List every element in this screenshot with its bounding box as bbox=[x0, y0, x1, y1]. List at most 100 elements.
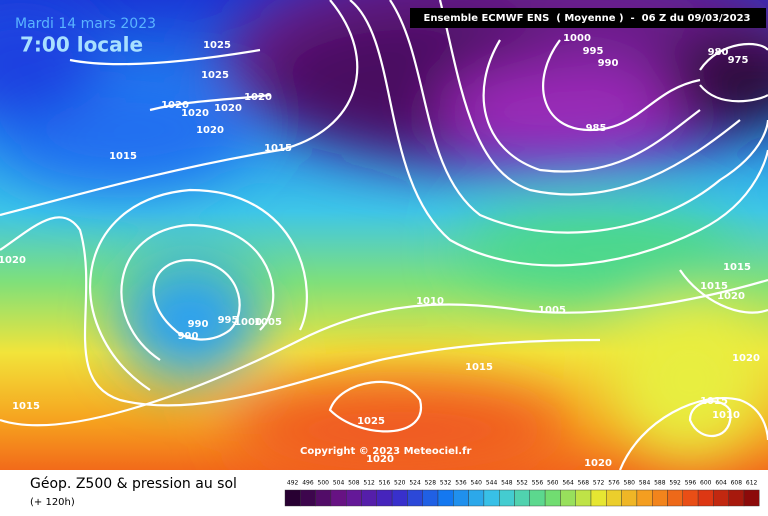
colorbar-label: 600 bbox=[700, 480, 712, 487]
colorbar-cell bbox=[606, 489, 622, 507]
colorbar-cell bbox=[346, 489, 362, 507]
isobar-label: 1010 bbox=[416, 296, 444, 307]
date: Mardi 14 mars 2023 bbox=[15, 16, 156, 32]
colorbar-cell bbox=[514, 489, 531, 507]
isobar-label: 975 bbox=[728, 55, 749, 66]
colorbar-label: 572 bbox=[593, 480, 605, 487]
colorbar-cell bbox=[407, 489, 423, 507]
field bbox=[0, 0, 768, 480]
isobar-label: 995 bbox=[583, 46, 604, 57]
isobar-label: 1015 bbox=[723, 262, 751, 273]
isobar-label: 1020 bbox=[214, 103, 242, 114]
colorbar-label: 548 bbox=[501, 480, 513, 487]
model: Ensemble ECMWF ENS ( Moyenne ) - 06 Z du… bbox=[424, 13, 751, 24]
colorbar: 492 496 500 504 508 512 516 520 524 528 532 536 540 5… bbox=[284, 480, 760, 507]
colorbar-label: 496 bbox=[302, 480, 314, 487]
colorbar-label: 580 bbox=[624, 480, 636, 487]
isobar-label: 1015 bbox=[700, 396, 728, 407]
isobar-label: 1020 bbox=[584, 458, 612, 469]
colorbar-label: 508 bbox=[348, 480, 360, 487]
isobar-label: 990 bbox=[188, 319, 209, 330]
colorbar-label: 612 bbox=[746, 480, 758, 487]
colorbar-cell bbox=[468, 489, 485, 507]
colorbar-cell bbox=[667, 489, 684, 507]
colorbar-cell bbox=[652, 489, 668, 507]
colorbar-label: 544 bbox=[486, 480, 498, 487]
colorbar-label: 584 bbox=[639, 480, 651, 487]
colorbar-label: 536 bbox=[455, 480, 467, 487]
colorbar-cell bbox=[636, 489, 653, 507]
colorbar-cell bbox=[697, 489, 714, 507]
isobar-label: 1020 bbox=[181, 108, 209, 119]
colorbar-cell bbox=[376, 489, 393, 507]
colorbar-label: 588 bbox=[654, 480, 666, 487]
colorbar-cell bbox=[544, 489, 561, 507]
colorbar-cell bbox=[422, 489, 439, 507]
colorbar-cell bbox=[361, 489, 378, 507]
isobar-label: 1020 bbox=[732, 353, 760, 364]
time: 7:00 locale bbox=[20, 33, 143, 57]
footer-subtitle: (+ 120h) bbox=[30, 497, 75, 508]
colorbar-label: 512 bbox=[363, 480, 375, 487]
colorbar-label: 524 bbox=[409, 480, 421, 487]
colorbar-label: 592 bbox=[669, 480, 681, 487]
isobar-label: 1015 bbox=[264, 143, 292, 154]
isobar-label: 985 bbox=[586, 123, 607, 134]
colorbar-cell bbox=[483, 489, 500, 507]
colorbar-cell bbox=[391, 489, 408, 507]
model-box bbox=[410, 8, 766, 28]
colorbar-cell bbox=[682, 489, 699, 507]
colorbar-cell bbox=[437, 489, 454, 507]
isobar-label: 980 bbox=[708, 47, 729, 58]
isobar-label: 1020 bbox=[366, 454, 394, 465]
isobar-label: 990 bbox=[178, 331, 199, 342]
isobar-label: 1020 bbox=[161, 100, 189, 111]
colorbar-cell bbox=[453, 489, 469, 507]
colorbar-label: 604 bbox=[715, 480, 727, 487]
isobar-label: 1020 bbox=[196, 125, 224, 136]
isobar-label: 995 bbox=[218, 315, 239, 326]
colorbar-cell bbox=[499, 489, 515, 507]
colorbar-label: 528 bbox=[425, 480, 437, 487]
colorbar-label: 596 bbox=[685, 480, 697, 487]
colorbar-cell bbox=[315, 489, 332, 507]
isobar-label: 1005 bbox=[254, 317, 282, 328]
colorbar-label: 532 bbox=[440, 480, 452, 487]
colorbar-cell bbox=[621, 489, 638, 507]
isobar-label: 1025 bbox=[203, 40, 231, 51]
isobar-label: 1000 bbox=[234, 317, 262, 328]
footer-title: Géop. Z500 & pression au sol bbox=[30, 476, 237, 492]
isobar-label: 1015 bbox=[700, 281, 728, 292]
colorbar-label: 560 bbox=[547, 480, 559, 487]
colorbar-label: 540 bbox=[471, 480, 483, 487]
isobar-label: 1025 bbox=[201, 70, 229, 81]
isobar-label: 990 bbox=[598, 58, 619, 69]
colorbar-label: 552 bbox=[516, 480, 528, 487]
colorbar-label: 556 bbox=[532, 480, 544, 487]
colorbar-label: 492 bbox=[287, 480, 299, 487]
colorbar-cell bbox=[590, 489, 607, 507]
isobar-label: 1015 bbox=[12, 401, 40, 412]
colorbar-label: 504 bbox=[333, 480, 345, 487]
isobar-label: 1000 bbox=[563, 33, 591, 44]
colorbar-cell bbox=[728, 489, 745, 507]
isobar-label: 1005 bbox=[538, 305, 566, 316]
colorbar-label: 576 bbox=[608, 480, 620, 487]
isobar-label: 1020 bbox=[244, 92, 272, 103]
colorbar-cell bbox=[284, 489, 301, 507]
colorbar-cell bbox=[743, 489, 760, 507]
colorbar-label: 500 bbox=[318, 480, 330, 487]
isobar-label: 1020 bbox=[0, 255, 26, 266]
isobar-label: 1015 bbox=[465, 362, 493, 373]
colorbar-label: 564 bbox=[562, 480, 574, 487]
isobar-label: 1015 bbox=[109, 151, 137, 162]
colorbar-cell bbox=[330, 489, 347, 507]
colorbar-cell bbox=[575, 489, 592, 507]
isobar-label: 1020 bbox=[717, 291, 745, 302]
colorbar-label: 608 bbox=[731, 480, 743, 487]
colorbar-cell bbox=[560, 489, 576, 507]
isobar-label: 1025 bbox=[357, 416, 385, 427]
colorbar-cell bbox=[529, 489, 546, 507]
